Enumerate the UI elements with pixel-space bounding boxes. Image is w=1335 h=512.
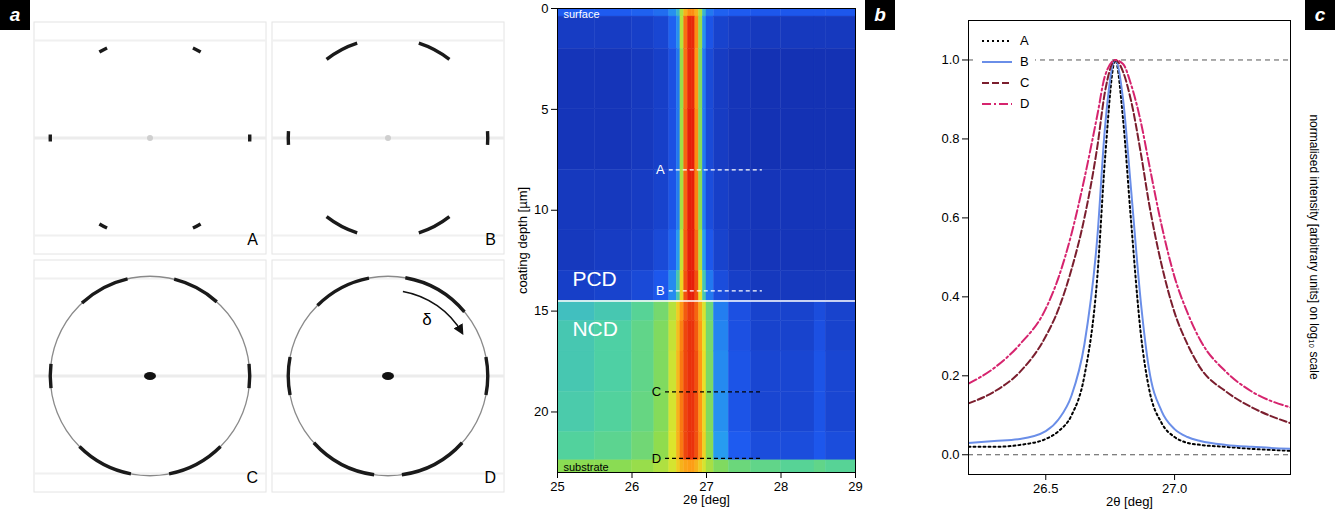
svg-text:substrate: substrate [563, 461, 608, 473]
svg-text:surface: surface [563, 8, 599, 20]
svg-text:27: 27 [699, 478, 714, 494]
svg-text:15: 15 [534, 303, 548, 318]
svg-text:C: C [246, 469, 258, 486]
svg-text:0.0: 0.0 [941, 447, 959, 462]
svg-text:δ: δ [422, 310, 431, 329]
svg-text:0.4: 0.4 [941, 289, 959, 304]
svg-text:A: A [656, 162, 665, 177]
svg-text:0.2: 0.2 [941, 368, 959, 383]
svg-text:C: C [652, 384, 661, 399]
svg-text:27.0: 27.0 [1162, 481, 1187, 496]
svg-text:B: B [656, 283, 665, 298]
html-text:A: A [1020, 33, 1029, 48]
svg-text:20: 20 [534, 404, 548, 419]
svg-text:26.5: 26.5 [1033, 481, 1058, 496]
svg-text:29: 29 [848, 479, 862, 494]
svg-text:0: 0 [541, 1, 548, 16]
svg-text:2θ [deg]: 2θ [deg] [1106, 494, 1153, 509]
svg-text:5: 5 [541, 102, 548, 117]
html-text:B: B [1020, 54, 1029, 69]
svg-text:A: A [247, 231, 258, 248]
html-text:D: D [1020, 96, 1030, 111]
svg-text:26: 26 [625, 479, 639, 494]
svg-text:D: D [652, 451, 661, 466]
svg-text:10: 10 [534, 202, 548, 217]
svg-text:0.6: 0.6 [941, 210, 959, 225]
html-text:C: C [1020, 75, 1030, 90]
html-text:b: b [874, 4, 886, 25]
svg-text:1.0: 1.0 [941, 52, 959, 67]
html-text:normalised intensity [arbitrar: normalised intensity [arbitrary units] o… [1307, 114, 1321, 380]
html-text:c: c [1314, 4, 1326, 25]
svg-text:NCD: NCD [572, 317, 618, 340]
svg-text:0.8: 0.8 [941, 131, 959, 146]
svg-text:2θ [deg]: 2θ [deg] [683, 492, 730, 507]
svg-text:coating depth [µm]: coating depth [µm] [515, 187, 530, 294]
svg-text:28: 28 [774, 479, 788, 494]
svg-text:B: B [485, 231, 496, 248]
svg-text:D: D [484, 469, 496, 486]
svg-text:PCD: PCD [572, 267, 616, 290]
svg-text:25: 25 [550, 479, 564, 494]
html-text:a: a [9, 4, 21, 25]
